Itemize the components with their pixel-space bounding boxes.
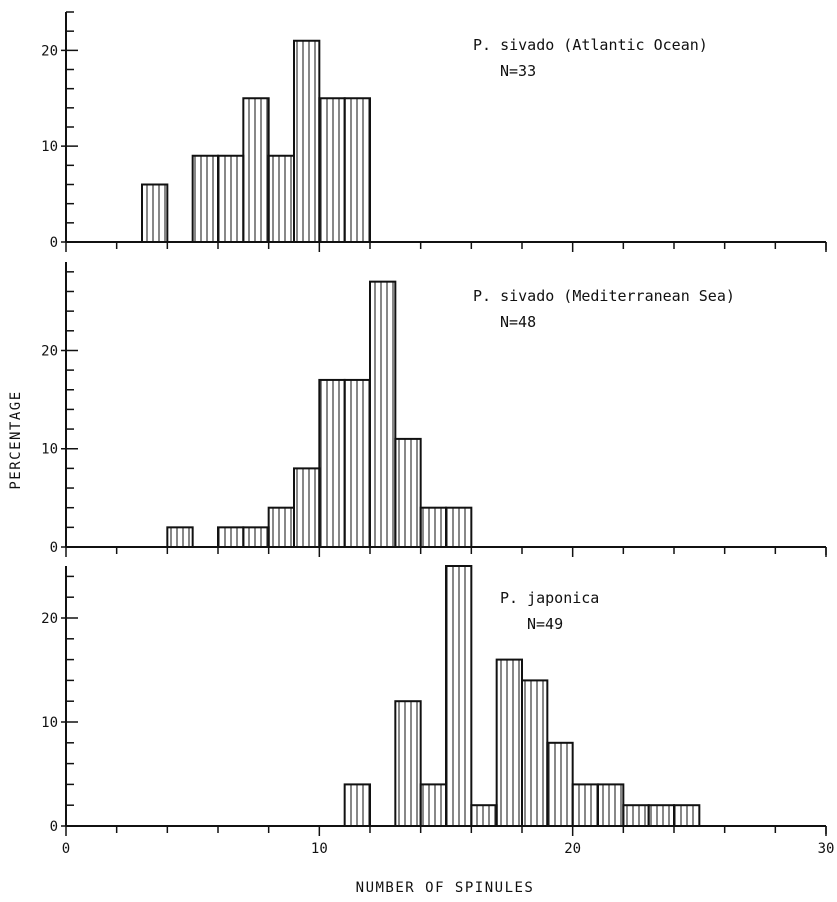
y-tick-label: 20 xyxy=(41,343,58,359)
histogram-bar xyxy=(217,154,245,243)
histogram-bar xyxy=(242,97,270,243)
x-tick-label: 30 xyxy=(818,841,835,857)
histogram-bar xyxy=(571,783,600,828)
histogram-bar xyxy=(419,783,447,828)
panel-sample-size: N=49 xyxy=(527,615,563,633)
histogram-bar xyxy=(369,280,397,548)
x-tick-label: 20 xyxy=(564,841,581,857)
histogram-bar xyxy=(445,506,473,549)
panel-title: P. sivado (Atlantic Ocean) xyxy=(473,36,708,54)
x-tick-label: 10 xyxy=(311,841,328,857)
histogram-bar xyxy=(394,437,422,548)
histogram-panel: 0 10 20 P. sivado (Atlantic Ocean) N=33 xyxy=(41,11,827,252)
histogram-bar xyxy=(318,97,346,243)
histogram-bar xyxy=(343,783,371,828)
histogram-bar xyxy=(597,783,625,828)
histogram-bar xyxy=(318,378,346,548)
panel-sample-size: N=33 xyxy=(500,62,536,80)
x-axis-label: NUMBER OF SPINULES xyxy=(356,880,535,896)
y-tick-label: 0 xyxy=(50,235,58,251)
histogram-bar xyxy=(495,658,523,827)
histogram-bar xyxy=(622,804,650,828)
histogram-bar xyxy=(217,526,245,549)
histogram-bar xyxy=(166,526,194,549)
histogram-bar xyxy=(546,741,574,827)
y-tick-label: 0 xyxy=(50,819,58,835)
y-tick-label: 0 xyxy=(50,540,58,556)
histogram-bar xyxy=(419,506,447,549)
histogram-bar xyxy=(343,378,371,548)
y-tick-label: 20 xyxy=(41,43,58,59)
histogram-bar xyxy=(521,679,549,828)
histogram-bar xyxy=(647,804,676,828)
y-tick-label: 20 xyxy=(41,611,58,627)
x-tick-label: 0 xyxy=(62,841,70,857)
y-tick-label: 10 xyxy=(41,442,58,458)
histogram-bar xyxy=(445,565,473,827)
histogram-bar xyxy=(293,39,321,243)
y-tick-label: 10 xyxy=(41,139,58,155)
histogram-bar xyxy=(141,183,169,243)
histogram-bar xyxy=(470,804,498,828)
histogram-bar xyxy=(242,526,270,549)
panel-sample-size: N=48 xyxy=(500,313,536,331)
panel-title: P. japonica xyxy=(500,589,599,607)
y-axis-label: PERCENTAGE xyxy=(8,390,24,489)
histogram-bar xyxy=(673,804,701,828)
histogram-panel: 0 10 20 P. sivado (Mediterranean Sea) N=48 xyxy=(41,262,827,557)
panel-title: P. sivado (Mediterranean Sea) xyxy=(473,287,735,305)
histogram-bar xyxy=(293,467,321,548)
histogram-bar xyxy=(267,506,295,549)
histogram-bar xyxy=(191,154,220,243)
y-tick-label: 10 xyxy=(41,715,58,731)
histogram-bar xyxy=(394,700,422,828)
histogram-bar xyxy=(267,154,295,243)
histogram-panel: 0 10 20 0 10 20 30 P. japonica N=49 xyxy=(41,565,835,857)
histogram-bar xyxy=(343,97,371,243)
